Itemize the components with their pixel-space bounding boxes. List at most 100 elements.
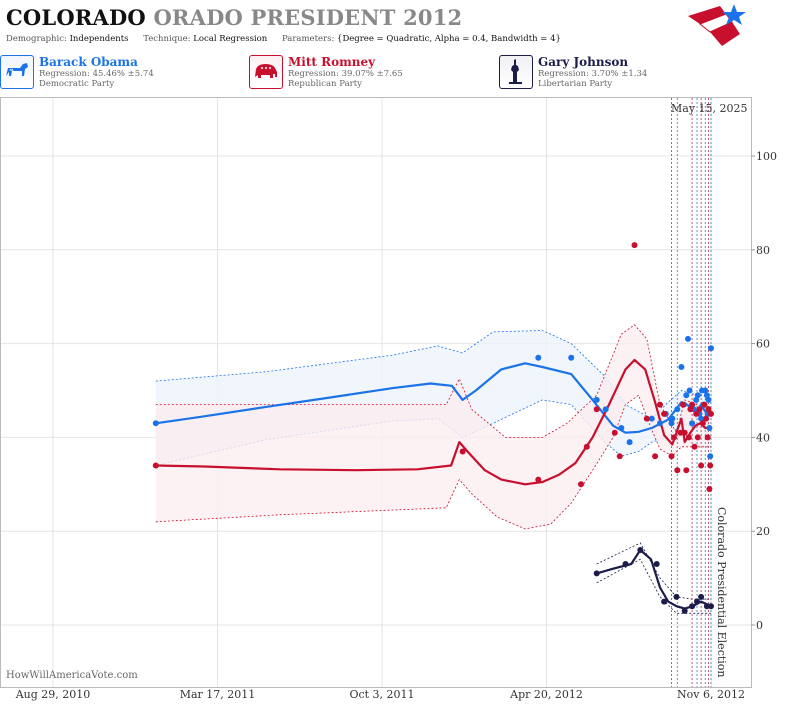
candidate-regression: Regression: 3.70% ±1.34 <box>538 69 648 79</box>
title-main: COLORADO <box>6 5 146 30</box>
lower-bound-line <box>596 558 711 614</box>
poll-point <box>689 401 696 408</box>
poll-point <box>678 364 685 370</box>
poll-point <box>583 443 590 450</box>
poll-point <box>708 345 714 352</box>
header: COLORADO ORADO PRESIDENT 2012 Demographi… <box>0 0 789 50</box>
poll-point <box>703 415 710 422</box>
poll-point <box>648 415 655 422</box>
poll-point <box>661 410 668 417</box>
poll-point <box>671 434 677 441</box>
poll-point <box>698 593 705 600</box>
y-tick-label: 0 <box>756 619 763 632</box>
poll-point <box>681 607 688 614</box>
candidate-legend: Barack Obama Regression: 45.46% ±5.74 De… <box>0 52 789 94</box>
poll-point <box>674 406 681 413</box>
parameters-value: {Degree = Quadratic, Alpha = 0.4, Bandwi… <box>337 34 561 44</box>
poll-point <box>657 420 663 427</box>
poll-point <box>708 410 714 417</box>
poll-point <box>643 415 650 422</box>
y-tick-label: 100 <box>756 150 777 163</box>
poll-point <box>152 462 159 469</box>
poll-point <box>689 420 696 427</box>
x-tick-label: Mar 17, 2011 <box>180 688 256 701</box>
poll-point <box>535 476 542 483</box>
donkey-icon <box>0 55 34 89</box>
poll-point <box>703 392 710 399</box>
parameters-label: Parameters: <box>281 34 335 44</box>
poll-point <box>626 439 633 446</box>
poll-point <box>618 425 625 431</box>
candidate-obama: Barack Obama Regression: 45.46% ±5.74 De… <box>0 52 240 92</box>
candidate-name: Barack Obama <box>39 55 138 69</box>
poll-point <box>578 481 584 488</box>
poll-point <box>706 425 713 431</box>
demographic-label: Demographic: <box>6 34 67 44</box>
poll-point <box>707 453 714 460</box>
poll-point <box>693 410 700 417</box>
candidate-romney: Mitt Romney Regression: 39.07% ±7.65 Rep… <box>249 52 489 92</box>
x-tick-label: Apr 20, 2012 <box>509 688 583 701</box>
candidate-regression: Regression: 39.07% ±7.65 <box>288 69 403 79</box>
poll-point <box>631 242 638 249</box>
y-tick-label: 60 <box>756 338 770 351</box>
x-tick-label: Aug 29, 2010 <box>15 688 91 701</box>
poll-point <box>702 387 709 394</box>
poll-point <box>611 429 618 436</box>
y-tick-label: 40 <box>756 431 770 444</box>
poll-point <box>593 406 600 413</box>
poll-point <box>704 434 711 441</box>
poll-point <box>683 392 690 399</box>
upper-bound-line <box>155 330 711 420</box>
poll-point <box>698 462 705 469</box>
poll-point <box>616 453 623 460</box>
poll-point <box>689 603 696 610</box>
poll-chart: 0 20 40 60 80 100 Aug 29, 2010 Mar 17, 2011 Oct… <box>0 97 777 701</box>
flag-star-logo <box>688 4 746 46</box>
poll-point <box>459 448 466 455</box>
title-sub: ORADO PRESIDENT 2012 <box>153 5 463 30</box>
poll-point <box>652 453 659 460</box>
candidate-name: Mitt Romney <box>288 55 376 69</box>
confidence-band <box>155 324 712 529</box>
candidate-party: Republican Party <box>288 79 362 89</box>
poll-point <box>668 420 675 427</box>
poll-point <box>703 603 710 610</box>
elephant-icon <box>249 55 283 89</box>
poll-point <box>699 420 706 427</box>
poll-point <box>152 420 159 427</box>
site-credit: HowWillAmericaVote.com <box>6 670 138 681</box>
poll-point <box>694 598 700 605</box>
poll-points <box>152 242 714 614</box>
y-axis: 0 20 40 60 80 100 <box>751 150 777 632</box>
poll-point <box>669 415 676 422</box>
poll-point <box>681 429 688 436</box>
poll-point <box>683 467 690 474</box>
poll-point <box>657 401 663 408</box>
poll-point <box>535 354 542 361</box>
poll-point <box>693 396 700 403</box>
poll-point <box>653 561 660 567</box>
poll-point <box>668 453 675 460</box>
poll-point <box>568 354 575 361</box>
poll-point <box>694 434 701 441</box>
candidate-name: Gary Johnson <box>538 55 629 69</box>
election-label: Colorado Presidential Election <box>715 507 728 678</box>
poll-point <box>685 335 691 342</box>
technique-label: Technique: <box>143 34 191 44</box>
poll-point <box>593 396 600 403</box>
poll-point <box>602 406 609 413</box>
poll-point <box>701 401 708 408</box>
poll-point <box>593 570 600 577</box>
poll-point <box>705 396 712 403</box>
lower-bound-line <box>155 394 711 530</box>
candidate-regression: Regression: 45.46% ±5.74 <box>39 69 154 79</box>
x-tick-label: Nov 6, 2012 <box>677 688 745 701</box>
page-title: COLORADO ORADO PRESIDENT 2012 <box>6 5 462 30</box>
statue-of-liberty-icon <box>499 55 533 89</box>
poll-point <box>706 486 713 492</box>
poll-point <box>686 387 693 394</box>
parameters-line: Demographic: Independents Technique: Loc… <box>6 34 573 44</box>
poll-point <box>674 467 681 474</box>
x-tick-label: Oct 3, 2011 <box>349 688 414 701</box>
